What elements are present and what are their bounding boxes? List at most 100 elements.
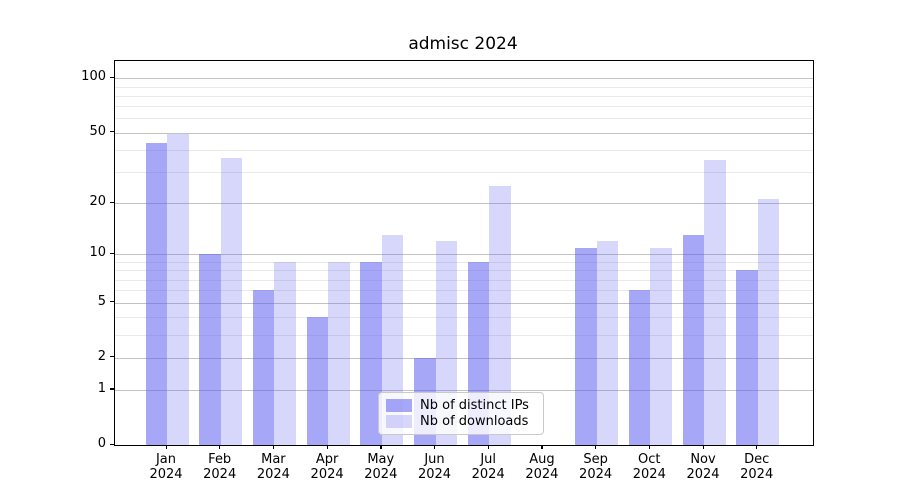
bar-downloads-dec bbox=[757, 199, 780, 445]
month-label: Mar bbox=[261, 452, 286, 467]
year-label: 2024 bbox=[471, 467, 505, 482]
major-gridline-5 bbox=[115, 302, 813, 304]
x-tick-label-mar: Mar 2024 bbox=[243, 452, 303, 482]
minor-gridline-4 bbox=[115, 317, 813, 319]
y-tick-label-10: 10 bbox=[89, 245, 106, 261]
month-label: Nov bbox=[690, 452, 716, 467]
month-label: Dec bbox=[744, 452, 770, 467]
x-tick-label-oct: Oct 2024 bbox=[619, 452, 679, 482]
y-tick-0 bbox=[110, 443, 114, 445]
month-label: May bbox=[367, 452, 395, 467]
y-tick-100 bbox=[110, 76, 114, 78]
bar-downloads-oct bbox=[650, 247, 672, 445]
y-tick-label-5: 5 bbox=[97, 293, 106, 309]
major-gridline-100 bbox=[115, 78, 813, 80]
y-tick-20 bbox=[110, 201, 114, 203]
x-tick-label-jan: Jan 2024 bbox=[136, 452, 196, 482]
x-tick-label-aug: Aug 2024 bbox=[512, 452, 572, 482]
year-label: 2024 bbox=[579, 467, 613, 482]
minor-gridline-9 bbox=[115, 262, 813, 263]
minor-gridline-80 bbox=[115, 95, 813, 97]
year-label: 2024 bbox=[686, 467, 720, 482]
y-tick-label-100: 100 bbox=[81, 69, 106, 85]
legend-swatch-downloads bbox=[386, 415, 412, 429]
bar-downloads-apr bbox=[328, 262, 350, 445]
x-tick-aug bbox=[541, 445, 543, 449]
plot-area bbox=[114, 60, 814, 446]
month-label: Apr bbox=[315, 452, 339, 467]
year-label: 2024 bbox=[203, 467, 237, 482]
x-tick-label-jun: Jun 2024 bbox=[405, 452, 465, 482]
x-tick-jun bbox=[434, 445, 436, 449]
major-gridline-2 bbox=[115, 357, 813, 359]
minor-gridline-70 bbox=[115, 106, 813, 108]
x-tick-jul bbox=[487, 445, 489, 449]
bar-distinct-ips-dec bbox=[736, 270, 758, 445]
x-tick-may bbox=[380, 445, 382, 449]
legend-entry-1: Nb of downloads bbox=[386, 414, 535, 429]
x-tick-feb bbox=[219, 445, 221, 449]
month-label: Feb bbox=[208, 452, 232, 467]
x-tick-label-sep: Sep 2024 bbox=[566, 452, 626, 482]
y-tick-2 bbox=[110, 356, 114, 358]
bar-distinct-ips-nov bbox=[682, 235, 704, 445]
x-tick-label-dec: Dec 2024 bbox=[727, 452, 787, 482]
x-tick-label-jul: Jul 2024 bbox=[458, 452, 518, 482]
minor-gridline-30 bbox=[115, 172, 813, 174]
year-label: 2024 bbox=[632, 467, 666, 482]
x-tick-nov bbox=[702, 445, 704, 449]
minor-gridline-7 bbox=[115, 279, 813, 281]
major-gridline-20 bbox=[115, 203, 813, 204]
legend: Nb of distinct IPs Nb of downloads bbox=[378, 392, 544, 435]
legend-entry-0: Nb of distinct IPs bbox=[386, 398, 535, 413]
year-label: 2024 bbox=[364, 467, 398, 482]
month-label: Jan bbox=[155, 452, 177, 467]
year-label: 2024 bbox=[310, 467, 344, 482]
minor-gridline-3 bbox=[115, 334, 813, 336]
bar-distinct-ips-oct bbox=[628, 290, 651, 445]
minor-gridline-40 bbox=[115, 149, 813, 151]
month-label: Sep bbox=[583, 452, 608, 467]
x-tick-label-may: May 2024 bbox=[351, 452, 411, 482]
x-tick-label-apr: Apr 2024 bbox=[297, 452, 357, 482]
bar-distinct-ips-may bbox=[360, 262, 382, 445]
x-tick-dec bbox=[756, 445, 758, 449]
y-tick-10 bbox=[110, 252, 114, 255]
bar-distinct-ips-jan bbox=[145, 142, 167, 445]
y-tick-label-20: 20 bbox=[89, 194, 106, 209]
x-tick-label-nov: Nov 2024 bbox=[673, 452, 733, 482]
bar-downloads-mar bbox=[274, 262, 296, 445]
x-tick-mar bbox=[272, 445, 275, 449]
minor-gridline-8 bbox=[115, 270, 813, 272]
major-gridline-50 bbox=[115, 132, 813, 134]
month-label: Jun bbox=[424, 452, 445, 467]
month-label: Jul bbox=[480, 452, 497, 467]
x-tick-oct bbox=[648, 445, 651, 449]
y-tick-label-0: 0 bbox=[97, 436, 106, 451]
x-tick-label-feb: Feb 2024 bbox=[190, 452, 250, 482]
month-label: Oct bbox=[638, 452, 661, 467]
x-tick-jan bbox=[165, 445, 167, 449]
year-label: 2024 bbox=[417, 467, 452, 482]
major-gridline-10 bbox=[115, 254, 813, 256]
year-label: 2024 bbox=[740, 467, 774, 482]
y-tick-label-2: 2 bbox=[97, 348, 106, 364]
month-label: Aug bbox=[529, 452, 555, 467]
chart-title: admisc 2024 bbox=[408, 34, 518, 54]
bar-downloads-jul bbox=[489, 186, 511, 445]
legend-label-downloads: Nb of downloads bbox=[420, 414, 529, 430]
legend-swatch-distinct-ips bbox=[386, 398, 412, 412]
year-label: 2024 bbox=[256, 467, 290, 482]
x-tick-sep bbox=[595, 445, 597, 449]
bar-downloads-feb bbox=[220, 158, 243, 445]
y-tick-5 bbox=[110, 301, 114, 303]
legend-label-distinct-ips: Nb of distinct IPs bbox=[420, 397, 529, 413]
bar-distinct-ips-sep bbox=[575, 247, 597, 445]
year-label: 2024 bbox=[525, 467, 559, 482]
bar-downloads-jan bbox=[167, 134, 189, 445]
bar-distinct-ips-apr bbox=[306, 317, 329, 445]
bar-downloads-nov bbox=[704, 160, 726, 445]
minor-gridline-6 bbox=[115, 290, 813, 292]
bar-distinct-ips-mar bbox=[252, 290, 275, 445]
